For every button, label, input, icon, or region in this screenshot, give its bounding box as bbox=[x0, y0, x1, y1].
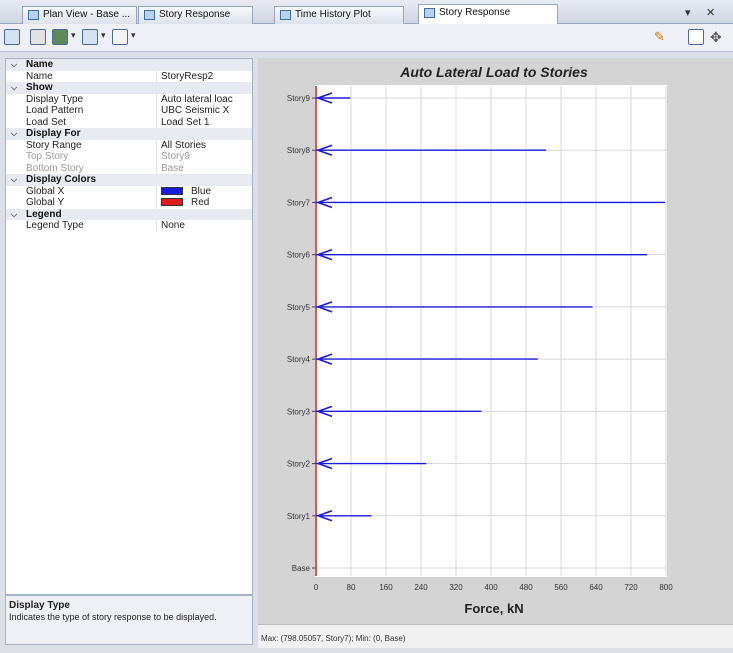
arrowhead-story5 bbox=[315, 301, 333, 313]
arrowhead-story2 bbox=[315, 457, 333, 470]
plan-view-icon bbox=[28, 10, 39, 20]
x-axis-label: Force, kN bbox=[464, 601, 523, 616]
y-tick-label: Story6 bbox=[287, 251, 311, 260]
chart-title: Auto Lateral Load to Stories bbox=[399, 64, 588, 80]
tab-story-response-1[interactable]: Story Response bbox=[138, 6, 253, 24]
pencil-icon[interactable]: ✎ bbox=[654, 29, 665, 44]
tab-menu-button[interactable]: ▾ bbox=[685, 7, 691, 19]
arrowhead-story4 bbox=[315, 353, 333, 365]
x-axis-tick-labels: 0 80 160 240 320 400 480 560 640 720 800 bbox=[314, 583, 673, 592]
collapse-icon[interactable]: ⌵ bbox=[11, 60, 18, 69]
x-tick-label: 80 bbox=[347, 583, 356, 592]
property-row[interactable]: Name StoryResp2 bbox=[6, 70, 252, 82]
print-icon[interactable] bbox=[30, 29, 46, 45]
tab-story-response-2[interactable]: Story Response bbox=[418, 4, 558, 25]
x-tick-label: 160 bbox=[379, 583, 393, 592]
image-export-icon[interactable] bbox=[52, 29, 76, 45]
status-bar: Max: (798.05057, Story7); Min: (0, Base) bbox=[258, 624, 733, 648]
y-tick-label: Story2 bbox=[287, 460, 311, 469]
collapse-icon[interactable]: ⌵ bbox=[11, 83, 18, 92]
arrowhead-story7 bbox=[315, 196, 333, 209]
x-tick-label: 560 bbox=[554, 583, 568, 592]
collapse-icon[interactable]: ⌵ bbox=[11, 209, 18, 219]
tab-time-history-plot[interactable]: Time History Plot bbox=[274, 6, 404, 24]
collapse-icon[interactable]: ⌵ bbox=[11, 175, 18, 184]
arrowhead-story9 bbox=[315, 92, 333, 104]
y-tick-label: Story3 bbox=[287, 407, 311, 416]
arrowhead-story8 bbox=[315, 144, 333, 156]
time-history-icon bbox=[280, 10, 291, 20]
arrowhead-story6 bbox=[315, 248, 333, 261]
save-icon[interactable] bbox=[4, 29, 20, 45]
collapse-icon[interactable]: ⌵ bbox=[11, 129, 18, 138]
category-display-for[interactable]: ⌵ Display For bbox=[6, 128, 252, 140]
properties-panel: ⌵ Name Name StoryResp2 ⌵ Show Display Ty… bbox=[5, 58, 253, 595]
tab-label: Plan View - Base ... bbox=[43, 9, 131, 20]
document-tab-strip: Plan View - Base ... Story Response Time… bbox=[0, 0, 733, 25]
bar-series bbox=[315, 92, 666, 522]
description-text: Indicates the type of story response to … bbox=[9, 612, 217, 622]
y-tick-label: Story4 bbox=[287, 355, 311, 364]
y-tick-label: Story1 bbox=[287, 512, 311, 521]
x-tick-label: 400 bbox=[484, 583, 498, 592]
copy-icon[interactable] bbox=[688, 29, 704, 45]
property-row[interactable]: Load Set Load Set 1 bbox=[6, 116, 252, 128]
color-swatch bbox=[161, 186, 183, 195]
color-swatch bbox=[161, 198, 183, 207]
story-response-icon bbox=[144, 10, 155, 20]
view-icon[interactable] bbox=[112, 29, 136, 45]
x-tick-label: 240 bbox=[414, 583, 428, 592]
tab-label: Time History Plot bbox=[295, 9, 371, 20]
property-description: Display Type Indicates the type of story… bbox=[5, 595, 253, 645]
chart-panel: Auto Lateral Load to Stories Base Story1 S… bbox=[258, 58, 733, 648]
property-row[interactable]: Load Pattern UBC Seismic X bbox=[6, 105, 252, 117]
category-name[interactable]: ⌵ Name bbox=[6, 59, 252, 71]
x-tick-label: 720 bbox=[624, 583, 638, 592]
category-display-colors[interactable]: ⌵ Display Colors bbox=[6, 174, 252, 186]
move-icon[interactable]: ✥ bbox=[710, 29, 722, 45]
property-row-disabled: Bottom Story Base bbox=[6, 162, 252, 174]
category-legend[interactable]: ⌵ Legend bbox=[6, 208, 252, 220]
x-tick-label: 320 bbox=[449, 583, 463, 592]
property-row-disabled: Top Story Story9 bbox=[6, 151, 252, 163]
close-tab-button[interactable]: ✕ bbox=[706, 7, 716, 19]
x-tick-label: 800 bbox=[659, 583, 673, 592]
y-tick-label: Story9 bbox=[287, 94, 311, 103]
story-response-chart[interactable]: Auto Lateral Load to Stories Base Story1 S… bbox=[258, 58, 733, 624]
toolbar: ✎ ✥ bbox=[0, 24, 733, 52]
tab-plan-view[interactable]: Plan View - Base ... bbox=[22, 6, 137, 24]
tab-label: Story Response bbox=[439, 7, 511, 18]
x-tick-label: 480 bbox=[519, 583, 533, 592]
description-title: Display Type bbox=[9, 600, 70, 611]
y-tick-label: Story7 bbox=[287, 198, 311, 207]
x-tick-label: 0 bbox=[314, 583, 319, 592]
y-axis-tick-labels: Base Story1 Story2 Story3 Story4 Story5 Story6… bbox=[287, 94, 311, 573]
y-tick-label: Story5 bbox=[287, 303, 311, 312]
story-response-icon bbox=[424, 8, 435, 18]
x-tick-label: 640 bbox=[589, 583, 603, 592]
y-tick-label: Story8 bbox=[287, 146, 311, 155]
arrowhead-story3 bbox=[315, 405, 333, 418]
tab-label: Story Response bbox=[159, 9, 231, 20]
y-tick-label: Base bbox=[292, 564, 311, 573]
property-row[interactable]: Story Range All Stories bbox=[6, 139, 252, 151]
property-row[interactable]: Legend Type None bbox=[6, 220, 252, 232]
property-row[interactable]: Global Y Red bbox=[6, 197, 252, 209]
category-show[interactable]: ⌵ Show bbox=[6, 82, 252, 94]
property-row[interactable]: Global X Blue bbox=[6, 185, 252, 197]
property-row[interactable]: Display Type Auto lateral loac bbox=[6, 93, 252, 105]
table-icon[interactable] bbox=[82, 29, 106, 45]
arrowhead-story1 bbox=[315, 510, 333, 522]
